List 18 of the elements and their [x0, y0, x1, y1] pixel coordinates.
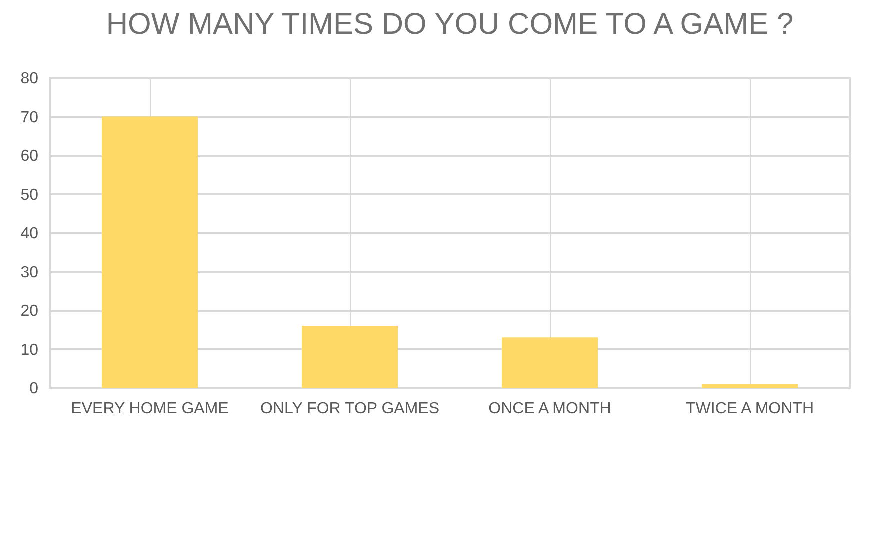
y-tick-label: 20: [20, 303, 39, 320]
y-tick-label: 80: [20, 70, 39, 88]
x-tick-label: ONCE A MONTH: [488, 400, 612, 418]
y-tick-label: 0: [30, 380, 39, 398]
x-tick-label: EVERY HOME GAME: [71, 400, 229, 418]
y-tick-label: 50: [20, 186, 39, 204]
bar: [302, 326, 398, 388]
y-tick-label: 60: [20, 148, 39, 165]
bar: [102, 116, 198, 388]
y-tick-label: 30: [20, 264, 39, 282]
x-tick-label: ONLY FOR TOP GAMES: [260, 400, 440, 418]
y-tick-label: 70: [20, 109, 39, 126]
y-tick-label: 10: [20, 342, 39, 359]
bar: [502, 338, 598, 388]
bar: [702, 384, 798, 388]
y-tick-label: 40: [20, 226, 39, 242]
x-tick-label: TWICE A MONTH: [686, 400, 814, 418]
chart-title: HOW MANY TIMES DO YOU COME TO A GAME ?: [106, 8, 794, 41]
